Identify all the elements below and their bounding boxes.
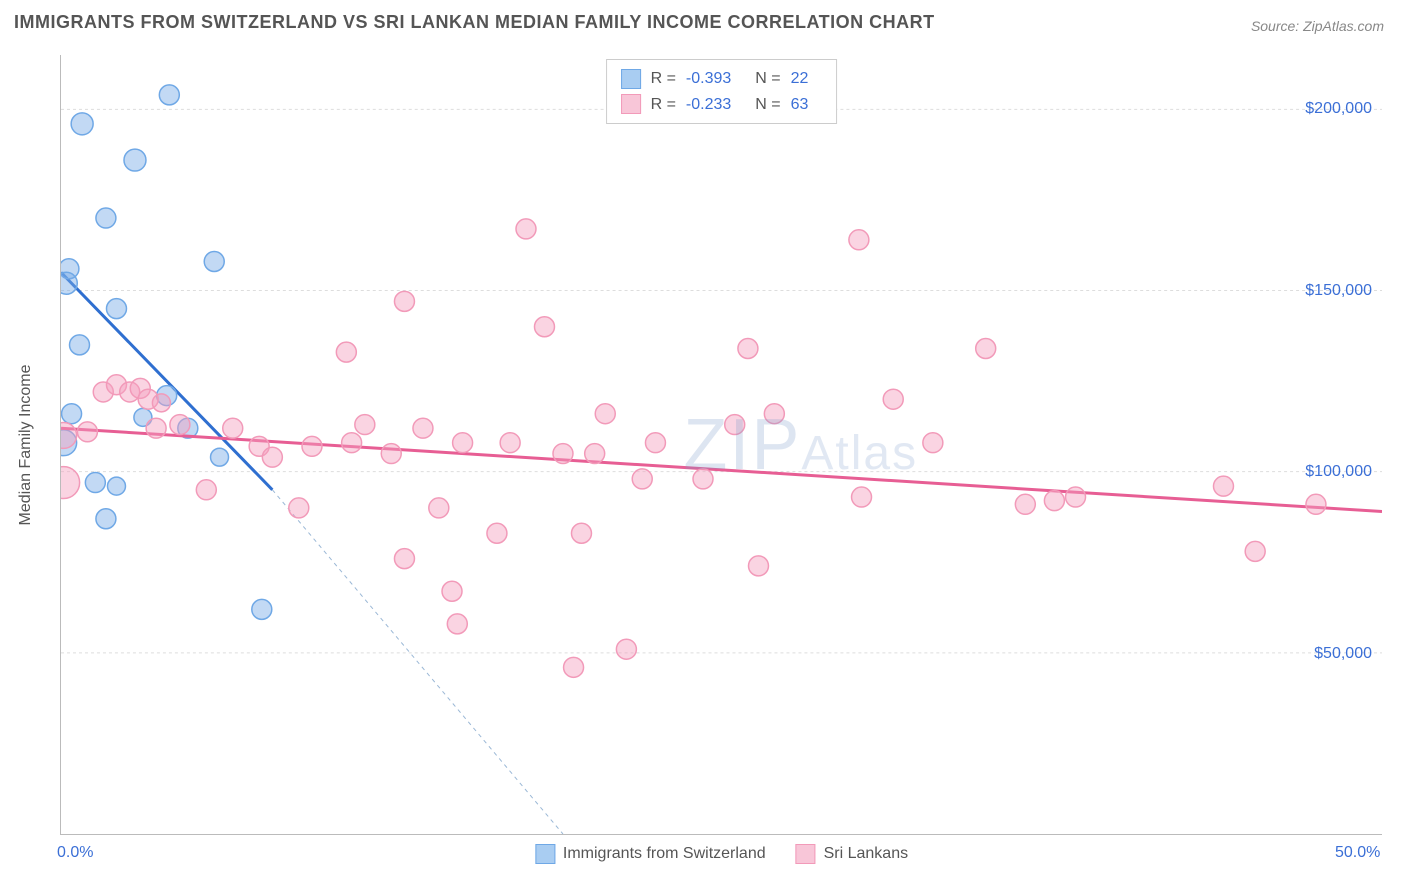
data-point [146,418,166,438]
data-point [632,469,652,489]
data-point [62,404,82,424]
legend-item: Sri Lankans [796,844,909,864]
data-point [152,394,170,412]
data-point [223,418,243,438]
y-tick-label: $200,000 [1305,100,1372,118]
data-point [85,473,105,493]
legend: Immigrants from Switzerland Sri Lankans [535,844,908,864]
r-value: -0.393 [686,66,731,92]
data-point [61,272,77,294]
legend-label: Immigrants from Switzerland [563,845,766,863]
legend-label: Sri Lankans [824,845,909,863]
series-swatch [621,94,641,114]
n-value: 63 [791,92,809,118]
source-label: Source: ZipAtlas.com [1251,18,1384,34]
data-point [70,335,90,355]
x-tick-label: 50.0% [1335,844,1380,862]
data-point [447,614,467,634]
data-point [106,299,126,319]
x-tick-label: 0.0% [57,844,93,862]
y-tick-label: $100,000 [1305,463,1372,481]
y-axis-title: Median Family Income [17,364,35,525]
data-point [534,317,554,337]
data-point [61,467,80,499]
data-point [585,444,605,464]
data-point [616,639,636,659]
data-point [500,433,520,453]
data-point [738,338,758,358]
data-point [748,556,768,576]
data-point [487,523,507,543]
plot-area: Median Family Income ZIPAtlas R =-0.393N… [60,55,1382,835]
data-point [381,444,401,464]
data-point [96,509,116,529]
data-point [976,338,996,358]
n-value: 22 [791,66,809,92]
data-point [852,487,872,507]
data-point [1306,494,1326,514]
data-point [849,230,869,250]
data-point [196,480,216,500]
data-point [453,433,473,453]
data-point [342,433,362,453]
data-point [262,447,282,467]
data-point [883,389,903,409]
data-point [170,415,190,435]
legend-item: Immigrants from Switzerland [535,844,766,864]
data-point [923,433,943,453]
r-label: R = [651,66,676,92]
data-point [553,444,573,464]
stats-row: R = -0.233 N = 63 [621,92,823,118]
data-point [96,208,116,228]
data-point [1245,541,1265,561]
data-point [1066,487,1086,507]
data-point [355,415,375,435]
legend-swatch [796,844,816,864]
data-point [442,581,462,601]
data-point [204,252,224,272]
data-point [302,436,322,456]
r-label: R = [651,92,676,118]
data-point [211,448,229,466]
series-swatch [621,69,641,89]
data-point [764,404,784,424]
data-point [289,498,309,518]
data-point [516,219,536,239]
data-point [394,291,414,311]
data-point [571,523,591,543]
data-point [124,149,146,171]
data-point [1015,494,1035,514]
chart-title: IMMIGRANTS FROM SWITZERLAND VS SRI LANKA… [14,12,935,33]
data-point [429,498,449,518]
data-point [645,433,665,453]
data-point [252,599,272,619]
data-point [1213,476,1233,496]
legend-swatch [535,844,555,864]
y-tick-label: $50,000 [1314,645,1372,663]
stats-box: R = -0.393 N = 22 R = -0.233 N = 63 [606,59,838,124]
data-point [693,469,713,489]
n-label: N = [755,92,780,118]
n-label: N = [755,66,780,92]
data-point [725,415,745,435]
data-point [595,404,615,424]
data-point [159,85,179,105]
stats-row: R = -0.393 N = 22 [621,66,823,92]
scatter-plot-svg [61,55,1382,834]
y-tick-label: $150,000 [1305,282,1372,300]
data-point [77,422,97,442]
data-point [336,342,356,362]
r-value: -0.233 [686,92,731,118]
data-point [1044,491,1064,511]
data-point [413,418,433,438]
data-point [71,113,93,135]
data-point [564,657,584,677]
data-point [394,549,414,569]
data-point [107,477,125,495]
